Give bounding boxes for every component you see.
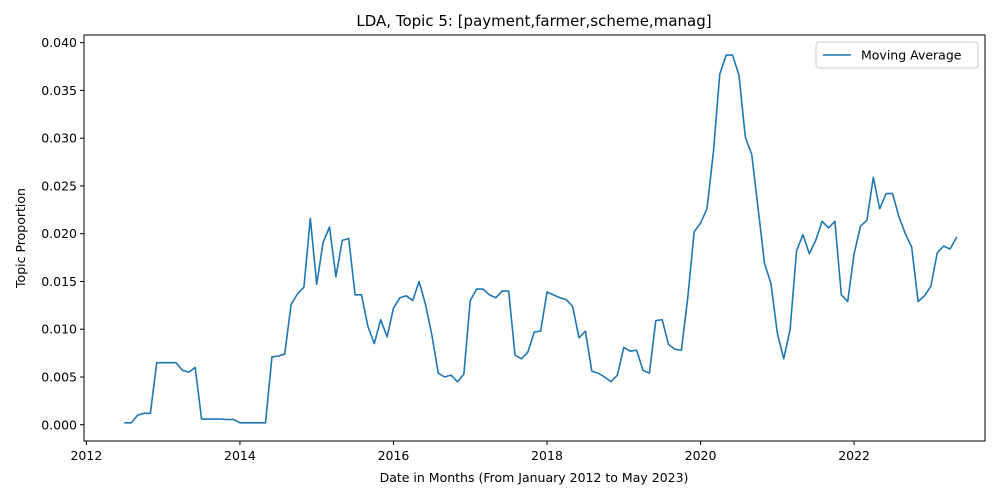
y-tick-label: 0.000: [41, 417, 77, 432]
y-tick-label: 0.010: [41, 322, 77, 337]
x-tick-label: 2020: [685, 448, 717, 463]
x-tick-label: 2022: [838, 448, 870, 463]
axes-frame: [83, 34, 986, 442]
y-tick-label: 0.025: [41, 178, 77, 193]
x-tick-label: 2018: [531, 448, 563, 463]
x-axis-ticks: 2012 2014 2016 2018 2020 2022: [70, 441, 870, 463]
x-tick-label: 2012: [70, 448, 102, 463]
y-tick-label: 0.005: [41, 369, 77, 384]
x-tick-label: 2016: [378, 448, 410, 463]
y-tick-label: 0.020: [41, 226, 77, 241]
plot-area: [83, 34, 986, 442]
y-tick-label: 0.015: [41, 274, 77, 289]
y-tick-label: 0.035: [41, 83, 77, 98]
y-tick-label: 0.040: [41, 35, 77, 50]
y-axis-label: Topic Proportion: [13, 188, 28, 289]
x-tick-label: 2014: [224, 448, 256, 463]
y-axis-ticks: 0.000 0.005 0.010 0.015 0.020 0.025 0.030 0.035…: [41, 35, 84, 432]
y-tick-label: 0.030: [41, 131, 77, 146]
legend: Moving Average: [815, 41, 979, 69]
legend-entry-moving-average: Moving Average: [861, 48, 962, 63]
data-layer: [123, 54, 958, 424]
x-axis-label: Date in Months (From January 2012 to May…: [380, 470, 689, 485]
legend-box: [815, 41, 979, 69]
chart-title: LDA, Topic 5: [payment,farmer,scheme,man…: [356, 12, 711, 30]
series-line-moving-average: [123, 54, 958, 424]
